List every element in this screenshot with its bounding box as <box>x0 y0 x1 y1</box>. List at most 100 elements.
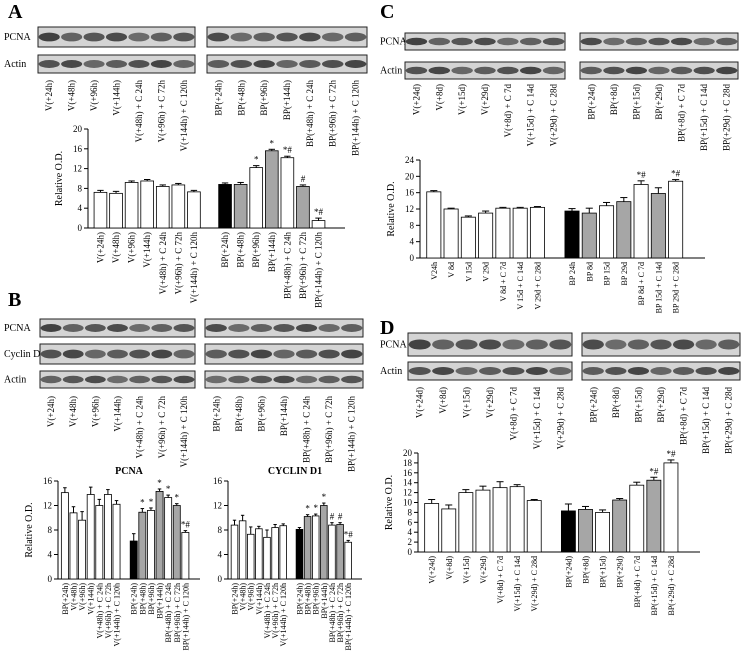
bar <box>612 499 628 553</box>
y-tick-label: 16 <box>43 476 53 486</box>
x-tick-label: BP(+144h) <box>156 583 165 619</box>
significance-mark: * <box>149 497 154 507</box>
x-tick-label: BP(+48h) + C 24h <box>164 583 173 642</box>
blot-band <box>625 66 648 75</box>
bar <box>668 180 684 259</box>
blot-band <box>228 324 250 332</box>
blot-band <box>408 339 431 350</box>
y-tick-label: 0 <box>410 253 415 263</box>
blot-lane-label: BP(+24d) <box>588 387 598 423</box>
blot-band <box>40 349 62 359</box>
significance-mark: *# <box>671 169 681 179</box>
bar <box>512 207 528 259</box>
significance-mark: *# <box>181 520 191 530</box>
blot-lane-label: BP(+96h) <box>259 80 269 116</box>
blot-lane-label: BP(+8d) + C 7d <box>677 84 687 142</box>
blot-band <box>205 375 227 384</box>
bar <box>181 532 190 580</box>
blot-band <box>502 339 525 350</box>
blot-band <box>341 375 363 384</box>
y-tick-label: 12 <box>403 488 412 498</box>
bar <box>595 512 610 553</box>
blot-lane-label: V(+8d) <box>438 387 448 414</box>
blot-lane-label: BP(+29d) + C 28d <box>724 387 734 454</box>
blot-band <box>321 32 344 42</box>
blot-band <box>173 324 195 332</box>
significance-mark: *# <box>314 207 324 217</box>
bar <box>646 479 662 553</box>
x-tick-label: BP(+24h) <box>295 583 304 615</box>
blot-band <box>318 324 340 332</box>
bar <box>426 191 442 259</box>
blot-band <box>455 339 478 350</box>
blot-lane-label: V(+24h) <box>46 396 56 427</box>
x-tick-label: V(+96h) <box>247 583 256 611</box>
blot-band <box>405 66 428 75</box>
blot-band <box>151 375 173 384</box>
y-tick-label: 12 <box>213 501 222 511</box>
x-tick-label: V(+144h) <box>255 583 264 615</box>
bar <box>495 207 511 259</box>
bar <box>155 186 170 229</box>
blot-band <box>474 66 496 75</box>
bar <box>187 191 201 229</box>
significance-mark: # <box>330 512 335 522</box>
blot-lane-label: V(+96h) + C 72h <box>156 80 166 143</box>
bar <box>529 206 545 259</box>
x-tick-label: BP(+144h) + C 120h <box>314 232 324 308</box>
blot-band <box>295 375 318 384</box>
blot-band <box>672 339 695 350</box>
y-tick-label: 16 <box>405 188 415 198</box>
blot-band <box>61 32 83 42</box>
x-tick-label: BP(+8d) + C 7d <box>633 556 642 607</box>
bar <box>271 527 279 580</box>
x-tick-label: BP(+29d) <box>616 556 625 588</box>
blot-lane-label: V(+29d) + C 28d <box>549 84 559 147</box>
x-tick-label: V 15d + C 14d <box>516 262 525 309</box>
x-tick-label: BP 29d + C 28d <box>672 262 681 313</box>
x-tick-label: V(+96h) + C 72h <box>271 583 280 638</box>
blot-band <box>228 375 250 384</box>
blot-band <box>128 32 150 42</box>
chart-title: CYCLIN D1 <box>268 466 322 477</box>
blot-lane-label: BP(+48h) + C 24h <box>302 396 312 463</box>
blot-lane-label: V(+15d) <box>457 84 467 115</box>
bar <box>303 516 312 580</box>
y-axis-label: Relative O.D. <box>24 502 35 557</box>
y-tick-label: 10 <box>403 498 413 508</box>
x-tick-label: V(+48h) <box>111 232 121 263</box>
x-tick-label: BP 8d <box>585 262 594 282</box>
blot-band <box>253 32 275 42</box>
y-tick-label: 20 <box>73 124 83 134</box>
bar <box>578 509 593 553</box>
blot-band <box>693 37 715 46</box>
bar <box>78 519 87 580</box>
blot-lane-label: BP(+15d) <box>633 387 643 423</box>
significance-mark: * <box>305 504 310 514</box>
blot-lane-label: BP(+15d) <box>631 84 641 120</box>
blot-lane-label: BP(+8d) <box>611 387 621 418</box>
blot-band <box>250 324 273 332</box>
x-tick-label: BP 24h <box>568 262 577 286</box>
bar <box>60 492 69 580</box>
bar <box>650 193 666 259</box>
bar <box>112 503 121 580</box>
blot-band <box>344 60 367 68</box>
blot-lane-label: V(+8d) + C 7d <box>508 387 518 441</box>
y-axis-label: Relative O.D. <box>386 181 397 236</box>
bar <box>492 487 508 553</box>
bar <box>164 497 173 580</box>
blot-band <box>205 349 227 359</box>
blot-band <box>716 66 738 75</box>
blot-lane-label: V(+24h) <box>44 80 54 111</box>
bar <box>93 191 108 229</box>
y-tick-label: 2 <box>408 537 413 547</box>
blot-lane-label: V(+48h) <box>68 396 78 427</box>
bar <box>155 491 164 580</box>
blot-band <box>341 324 363 332</box>
blot-lane-label: BP(+8d) <box>609 84 619 115</box>
blot-band <box>151 324 173 332</box>
bar <box>171 184 186 229</box>
blot-row-label: Cyclin D1 <box>4 349 45 360</box>
x-tick-label: V(+24h) <box>95 232 105 263</box>
